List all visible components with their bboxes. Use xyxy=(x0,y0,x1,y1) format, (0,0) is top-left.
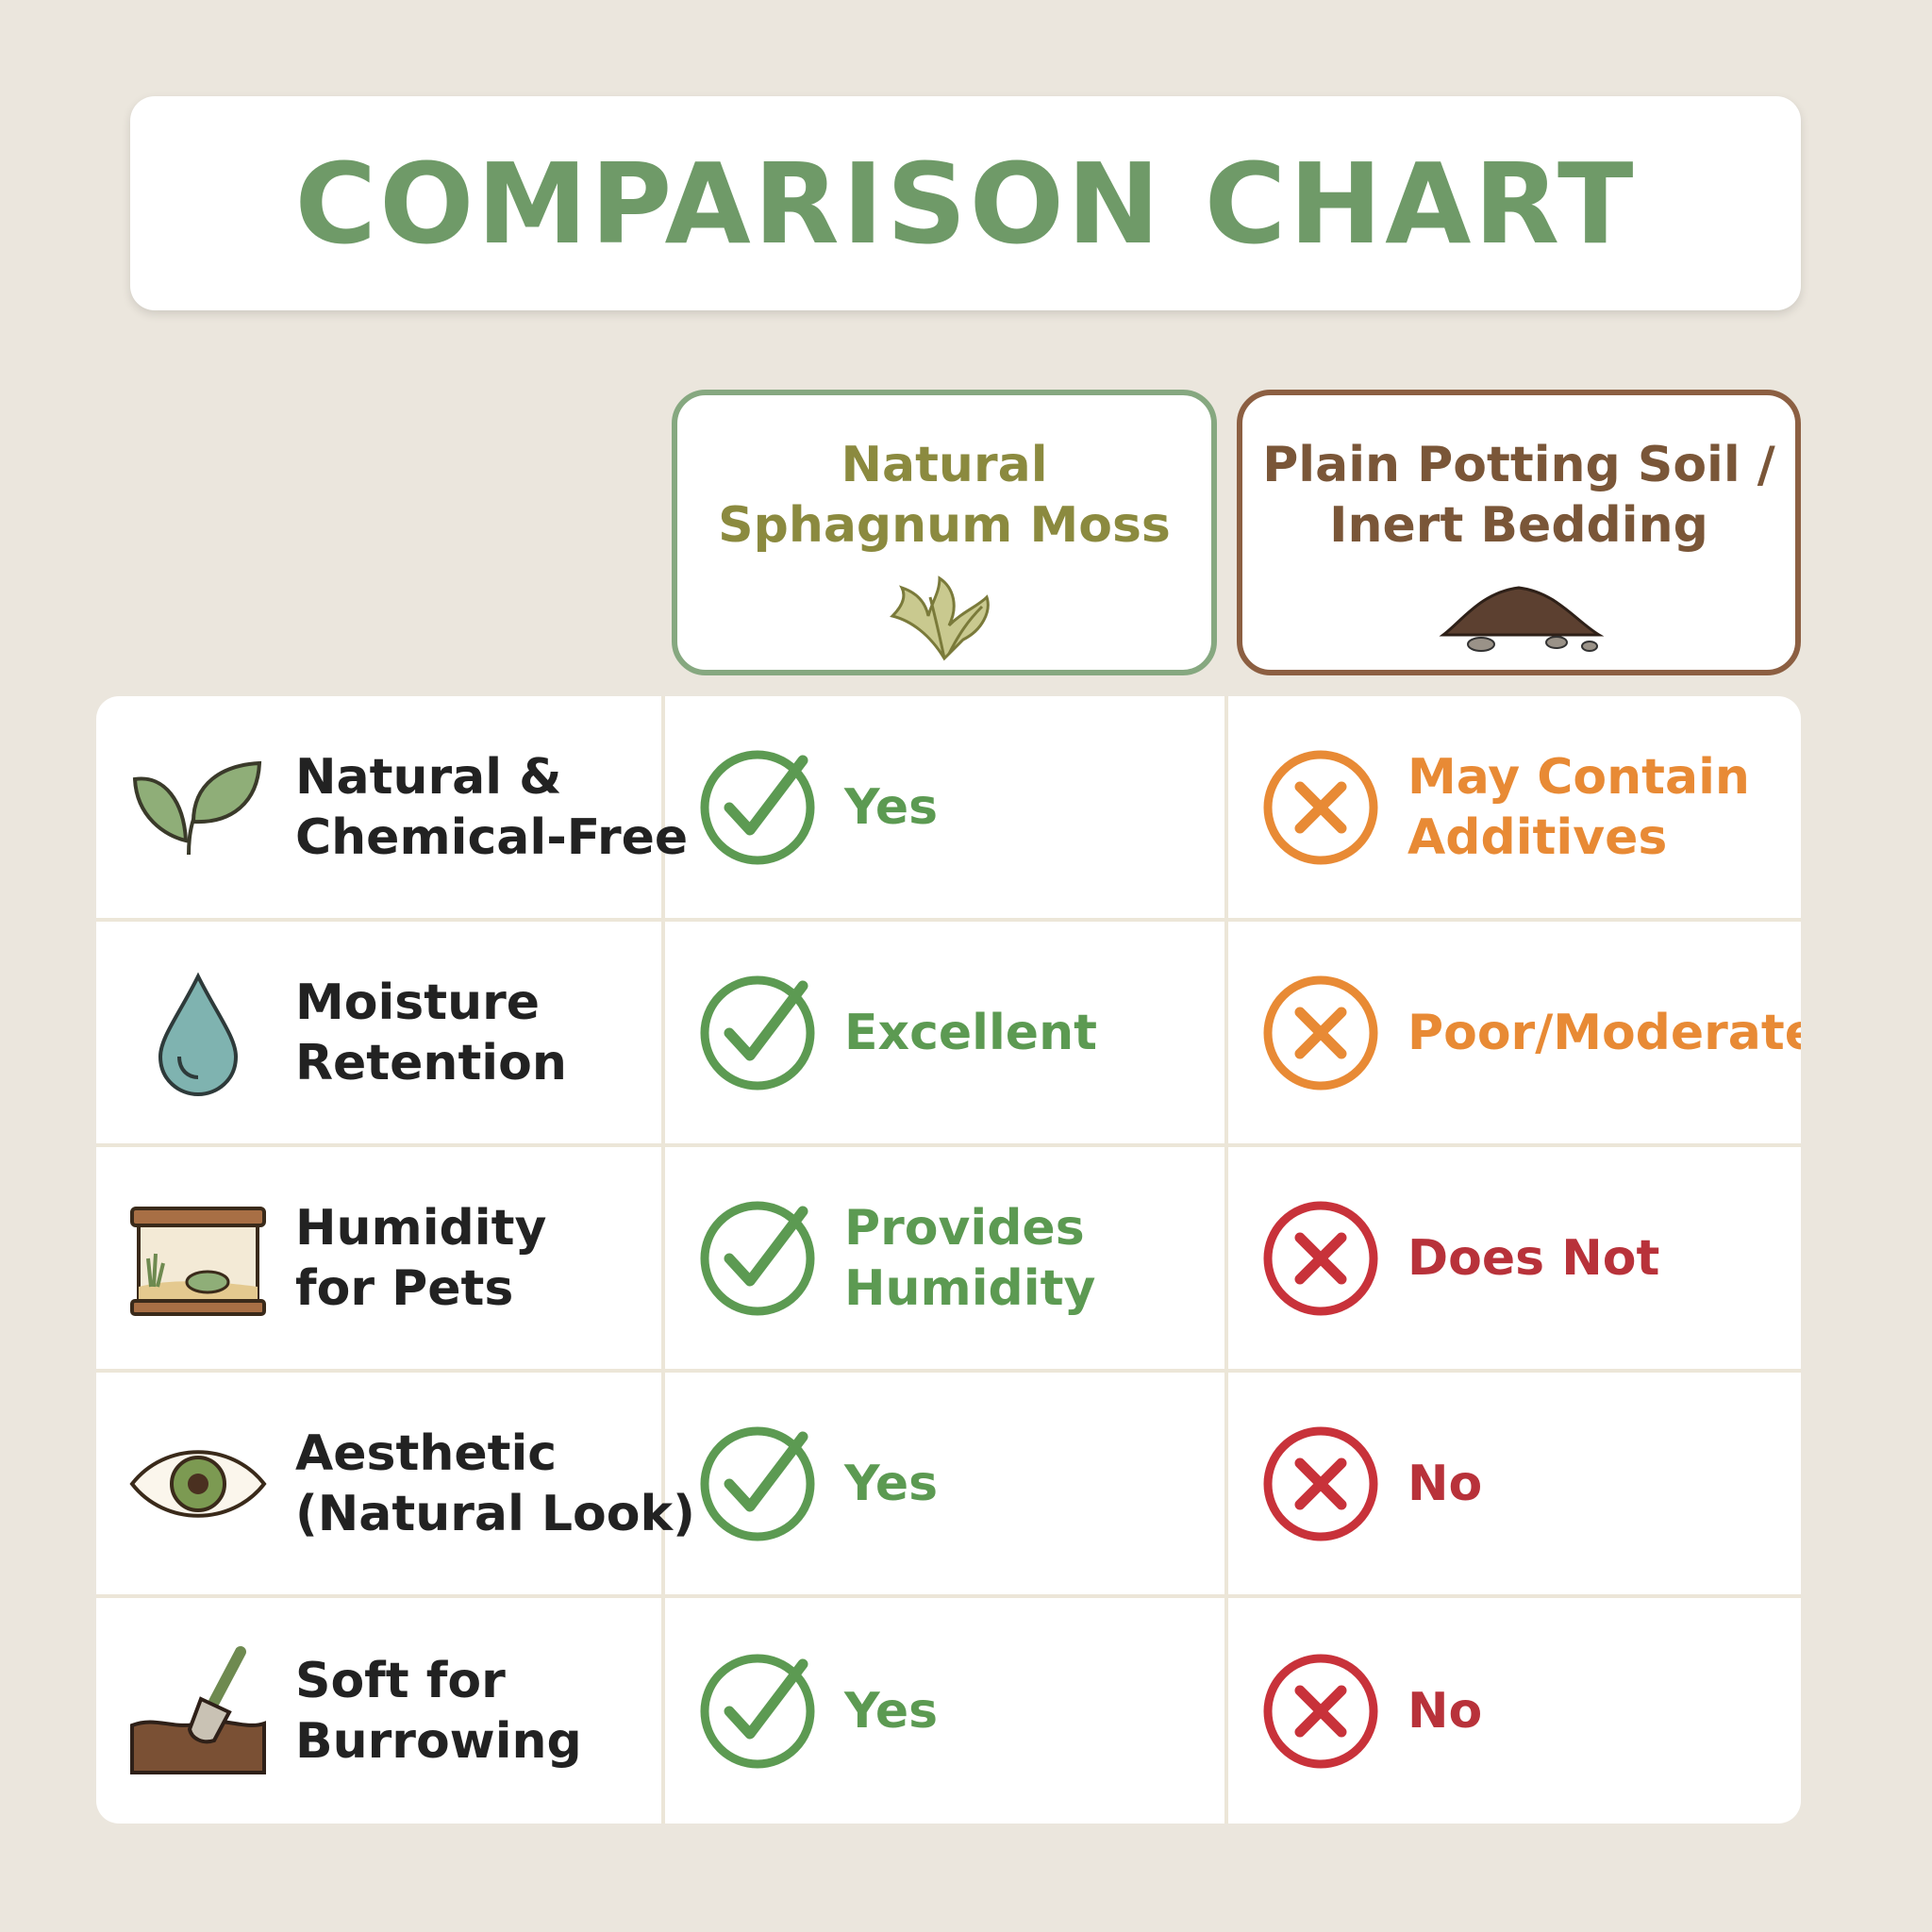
soil-cell: Poor/Moderate xyxy=(1228,922,1801,1147)
feature-cell: Humidity for Pets xyxy=(96,1147,665,1373)
text-line: Aesthetic xyxy=(295,1424,558,1482)
text-line: Soft for xyxy=(295,1652,506,1709)
value-text: May Contain Additives xyxy=(1407,747,1750,868)
feature-cell: Soft for Burrowing xyxy=(96,1598,665,1824)
soil-cell: No xyxy=(1228,1373,1801,1598)
text-line: for Pets xyxy=(295,1259,514,1317)
value-text: Yes xyxy=(844,1681,938,1741)
cross-icon xyxy=(1260,1651,1381,1772)
title-box: COMPARISON CHART xyxy=(130,96,1801,310)
value-text: No xyxy=(1407,1681,1482,1741)
text-line: Humidity xyxy=(844,1259,1096,1317)
column-header: Natural Sphagnum Moss xyxy=(672,390,1217,675)
text-line: No xyxy=(1407,1455,1483,1512)
value-text: Yes xyxy=(844,1454,938,1514)
text-line: Additives xyxy=(1407,808,1668,866)
title: COMPARISON CHART xyxy=(294,138,1637,269)
drop-icon xyxy=(158,972,239,1096)
column-title: Natural xyxy=(841,437,1048,493)
shovel-icon xyxy=(130,1645,266,1774)
text-line: Natural & xyxy=(295,748,562,806)
text-line: Excellent xyxy=(844,1004,1097,1061)
value-text: Yes xyxy=(844,777,938,838)
check-icon xyxy=(697,973,818,1093)
text-line: Yes xyxy=(844,1682,939,1740)
comparison-table: Natural & Chemical-Free Yes May Contain Ad… xyxy=(96,696,1801,1824)
value-text: Provides Humidity xyxy=(844,1198,1095,1319)
text-line: Provides xyxy=(844,1199,1085,1257)
cross-icon xyxy=(1260,1198,1381,1319)
soil-cell: Does Not xyxy=(1228,1147,1801,1373)
soil-cell: No xyxy=(1228,1598,1801,1824)
text-line: May Contain xyxy=(1407,748,1750,806)
terrarium-icon xyxy=(130,1206,266,1316)
soil-cell: May Contain Additives xyxy=(1228,696,1801,922)
leaf-icon xyxy=(132,760,262,855)
column-title: Plain Potting Soil / xyxy=(1262,437,1775,493)
eye-icon xyxy=(129,1449,267,1518)
feature-cell: Natural & Chemical-Free xyxy=(96,696,688,922)
text-line: Moisture xyxy=(295,974,541,1031)
value-text: Excellent xyxy=(844,1003,1097,1063)
text-line: Burrowing xyxy=(295,1712,582,1770)
value-text: Does Not xyxy=(1407,1228,1659,1289)
moss-cell: Excellent xyxy=(665,922,1228,1147)
moss-icon xyxy=(890,575,990,661)
text-line: Chemical-Free xyxy=(295,808,689,866)
feature-label: Natural & Chemical-Free xyxy=(295,747,688,868)
column-title: Sphagnum Moss xyxy=(718,497,1171,554)
text-line: Humidity xyxy=(295,1199,547,1257)
moss-cell: Provides Humidity xyxy=(665,1147,1228,1373)
text-line: (Natural Look) xyxy=(295,1485,695,1542)
column-header: Plain Potting Soil / Inert Bedding xyxy=(1237,390,1801,675)
value-text: Poor/Moderate xyxy=(1407,1003,1801,1063)
feature-label: Aesthetic (Natural Look) xyxy=(295,1424,695,1544)
value-text: No xyxy=(1407,1454,1482,1514)
text-line: Retention xyxy=(295,1034,567,1091)
feature-label: Moisture Retention xyxy=(295,973,567,1093)
column-title: Inert Bedding xyxy=(1329,497,1708,554)
check-icon xyxy=(697,1424,818,1544)
feature-label: Humidity for Pets xyxy=(295,1198,546,1319)
check-icon xyxy=(697,1651,818,1772)
feature-label: Soft for Burrowing xyxy=(295,1651,582,1772)
text-line: Does Not xyxy=(1407,1229,1660,1287)
check-icon xyxy=(697,747,818,868)
cross-icon xyxy=(1260,1424,1381,1544)
cross-icon xyxy=(1260,747,1381,868)
moss-cell: Yes xyxy=(665,1373,1228,1598)
moss-cell: Yes xyxy=(665,1598,1228,1824)
moss-cell: Yes xyxy=(665,696,1228,922)
text-line: Yes xyxy=(844,778,939,836)
text-line: No xyxy=(1407,1682,1483,1740)
soil-icon xyxy=(1439,586,1605,652)
feature-cell: Moisture Retention xyxy=(96,922,665,1147)
feature-cell: Aesthetic (Natural Look) xyxy=(96,1373,695,1598)
text-line: Yes xyxy=(844,1455,939,1512)
text-line: Poor/Moderate xyxy=(1407,1004,1801,1061)
check-icon xyxy=(697,1198,818,1319)
cross-icon xyxy=(1260,973,1381,1093)
